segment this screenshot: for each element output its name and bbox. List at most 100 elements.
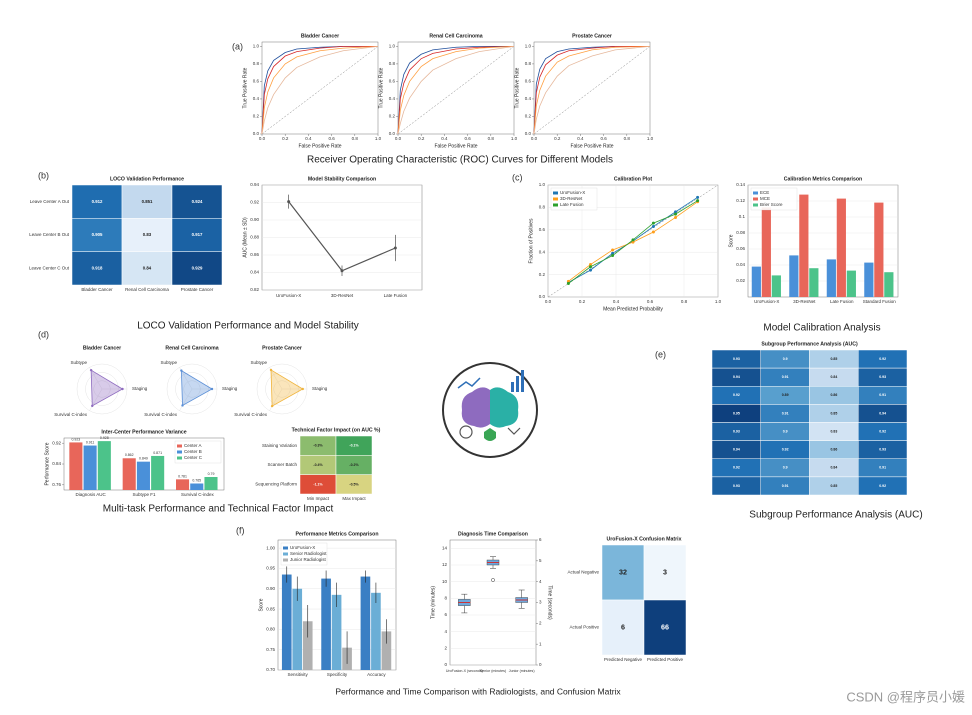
y-tick-label: 0.84 (52, 461, 61, 466)
bar (789, 255, 799, 297)
y-tick-label: 0.06 (736, 246, 745, 251)
x-tick-label: 1.0 (647, 136, 654, 141)
series-point (674, 215, 677, 219)
cell-label: 0.89 (782, 393, 789, 397)
y-tick-label: 0.70 (266, 667, 275, 672)
radar-area (180, 369, 213, 407)
heatmap-cell (121, 251, 173, 286)
column-label: Max Impact (342, 496, 366, 501)
value-label: 0.781 (178, 474, 187, 478)
x-tick-label: 0.2 (579, 299, 586, 304)
series-line (261, 45, 379, 135)
bar (809, 268, 819, 297)
y-tick-label: 0.2 (389, 114, 396, 119)
y2-tick-label: 3 (539, 600, 542, 605)
y-tick-label: 1.00 (266, 545, 275, 550)
x-tick-label: 0.0 (545, 299, 552, 304)
series-line (397, 45, 515, 135)
icon-network (507, 427, 521, 435)
y-tick-label: 0.2 (525, 114, 532, 119)
y-tick-label: 0.85 (266, 606, 275, 611)
y-tick-label: 0.6 (525, 79, 532, 84)
row-label: Actual Positive (569, 625, 599, 630)
y-tick-label: 6 (444, 612, 447, 617)
cell-label: 0.93 (733, 484, 740, 488)
legend-label: Senior Radiologist (290, 551, 327, 556)
y-tick-label: 0.02 (736, 278, 745, 283)
x-tick-label: 1.0 (511, 136, 518, 141)
caption: Subgroup Performance Analysis (AUC) (749, 510, 922, 521)
column-label: Prostate Cancer (181, 287, 214, 292)
radar-axis-label: Staging (222, 386, 238, 391)
cell-label: 0.85 (830, 484, 837, 488)
row-label: Sequencing Platform (255, 482, 297, 487)
cell-label: 0.917 (192, 232, 203, 237)
row-label: Leave Center C Out (29, 266, 70, 271)
y-tick-label: 0.8 (525, 61, 532, 66)
bar (874, 202, 884, 297)
cell-label: 0.9 (783, 429, 788, 433)
x-tick-label: 0.0 (531, 136, 538, 141)
chart-title: Inter-Center Performance Variance (101, 429, 186, 435)
chart-title: Model Stability Comparison (308, 176, 376, 182)
plot-area (397, 41, 515, 135)
cell-label: 0.91 (782, 411, 789, 415)
heatmap-cell (121, 218, 173, 252)
icon-brain-right (490, 387, 519, 428)
series-point (631, 238, 635, 242)
x-tick-label: UroFusion-X (754, 299, 779, 304)
y-tick-label: 8 (444, 596, 447, 601)
series-point (674, 210, 677, 214)
cell-label: 0.95 (733, 411, 740, 415)
value-label: 0.871 (153, 451, 162, 455)
x-axis-label: Mean Predicted Probability (603, 306, 663, 312)
column-label: Predicted Positive (647, 657, 684, 662)
series-line (397, 45, 515, 135)
caption: Receiver Operating Characteristic (ROC) … (307, 155, 613, 166)
x-tick-label: Subtype F1 (132, 492, 156, 497)
x-tick-label: Senior (minutes) (480, 669, 506, 673)
y-tick-label: 0.6 (253, 79, 260, 84)
panel-label: (a) (232, 41, 243, 51)
series-point (651, 221, 655, 225)
y-tick-label: 0.92 (52, 440, 61, 445)
x-tick-label: Survival C-index (181, 492, 215, 497)
radar-spoke (179, 388, 193, 411)
bar (176, 479, 190, 490)
y-tick-label: 0.75 (266, 647, 275, 652)
y-tick-label: 0.76 (52, 482, 61, 487)
y2-tick-label: 0 (539, 662, 542, 667)
chart-title: Prostate Cancer (572, 33, 612, 39)
y-tick-label: 0.04 (736, 262, 745, 267)
bar (799, 194, 809, 297)
cell-label: 0.93 (733, 357, 740, 361)
y-tick-label: 0.2 (253, 114, 260, 119)
heatmap-cell (858, 476, 908, 496)
y2-tick-label: 2 (539, 621, 542, 626)
radar-axis-label: Survival C-index (144, 412, 178, 417)
bar (151, 455, 165, 490)
bar (381, 631, 392, 670)
value-label: 0.862 (125, 453, 134, 457)
cell-label: 0.94 (879, 411, 886, 415)
radar-axis-label: Staging (312, 386, 328, 391)
heatmap-cell (171, 218, 223, 252)
y-tick-label: 0.08 (736, 230, 745, 235)
y-tick-label: 0.4 (389, 96, 396, 101)
series-point (631, 240, 635, 244)
legend-swatch (753, 191, 758, 195)
legend-label: Junior Radiologist (290, 557, 327, 562)
heatmap-cell (71, 251, 123, 286)
row-label: Staining Variation (262, 443, 297, 448)
radar-axis-label: Subtype (250, 360, 267, 365)
series-line (261, 45, 378, 135)
series-point (696, 195, 700, 199)
cell-label: 0.85 (830, 357, 837, 361)
value-label: 0.849 (139, 457, 148, 461)
y-tick-label: 0 (444, 662, 447, 667)
panel-label: (c) (512, 172, 523, 182)
icon-bar (521, 370, 524, 392)
y-tick-label: 0.6 (539, 227, 546, 232)
legend-swatch (177, 444, 182, 448)
x-tick-label: 0.8 (488, 136, 495, 141)
